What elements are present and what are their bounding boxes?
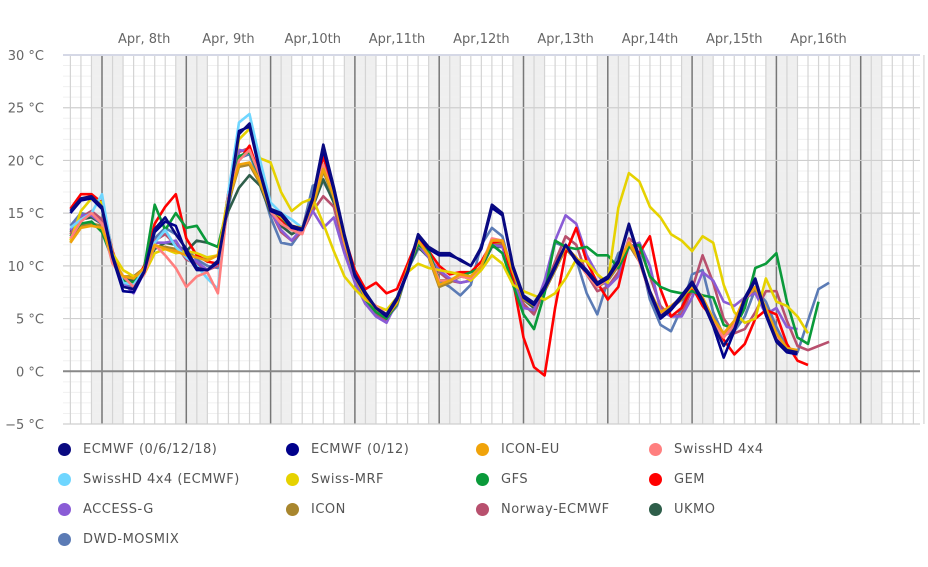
series-lines <box>69 112 830 377</box>
x-day-label: Apr,10th <box>284 32 341 47</box>
y-tick-label: 15 °C <box>8 207 44 222</box>
legend-label: Swiss-MRF <box>311 472 384 487</box>
y-tick-label: 20 °C <box>8 154 44 169</box>
legend-dot-icon <box>286 473 299 486</box>
x-day-label: Apr,13th <box>537 32 594 47</box>
night-band <box>512 55 545 424</box>
x-day-label: Apr,15th <box>706 32 763 47</box>
temperature-forecast-chart: 30 °C 25 °C 20 °C 15 °C 10 °C 5 °C 0 °C −5 °C A… <box>5 32 925 433</box>
x-day-label: Apr, 8th <box>118 32 170 47</box>
legend-item[interactable]: GFS <box>476 472 528 487</box>
legend-label: ECMWF (0/12) <box>311 442 410 457</box>
y-tick-label: 10 °C <box>8 260 44 275</box>
x-day-label: Apr,12th <box>453 32 510 47</box>
legend-dot-icon <box>58 503 71 516</box>
legend-dot-icon <box>649 473 662 486</box>
series-line-dwd-mosmix <box>69 152 830 354</box>
x-day-label: Apr, 9th <box>202 32 254 47</box>
legend-label: ICON <box>311 502 346 517</box>
legend-item[interactable]: ECMWF (0/6/12/18) <box>58 442 217 457</box>
legend-label: Norway-ECMWF <box>501 502 610 517</box>
legend-item[interactable]: SwissHD 4x4 <box>649 442 764 457</box>
y-tick-label: 30 °C <box>8 49 44 64</box>
legend-dot-icon <box>476 473 489 486</box>
legend-item[interactable]: ICON-EU <box>476 442 560 457</box>
series-line-ecmwf-0-6-12-18- <box>69 122 798 354</box>
night-band <box>765 55 798 424</box>
y-tick-label: 25 °C <box>8 102 44 117</box>
legend-item[interactable]: ACCESS-G <box>58 502 154 517</box>
series-line-swiss-mrf <box>69 127 810 334</box>
legend-dot-icon <box>649 443 662 456</box>
y-tick-label: 5 °C <box>16 313 44 328</box>
legend-dot-icon <box>58 533 71 546</box>
legend-item[interactable]: UKMO <box>649 502 716 517</box>
x-day-label: Apr,11th <box>369 32 426 47</box>
y-tick-label: 0 °C <box>16 365 44 380</box>
legend-label: GEM <box>674 472 706 487</box>
legend-dot-icon <box>286 503 299 516</box>
night-band <box>344 55 376 424</box>
legend-item[interactable]: DWD-MOSMIX <box>58 532 179 547</box>
legend-item[interactable]: ECMWF (0/12) <box>286 442 409 457</box>
legend-label: GFS <box>501 472 529 487</box>
night-band <box>850 55 882 424</box>
legend-dot-icon <box>649 503 662 516</box>
legend-dot-icon <box>476 503 489 516</box>
x-day-label: Apr,14th <box>622 32 679 47</box>
series-line-gem <box>69 144 809 377</box>
y-axis-ticks: 30 °C 25 °C 20 °C 15 °C 10 °C 5 °C 0 °C −5 °C <box>5 49 44 433</box>
y-tick-label: −5 °C <box>5 418 44 433</box>
legend-dot-icon <box>476 443 489 456</box>
night-shading <box>91 55 882 424</box>
x-day-label: Apr,16th <box>790 32 847 47</box>
night-band <box>428 55 461 424</box>
legend-item[interactable]: GEM <box>649 472 705 487</box>
legend-dot-icon <box>286 443 299 456</box>
legend-label: SwissHD 4x4 (ECMWF) <box>83 472 240 487</box>
grid-lines <box>63 54 925 425</box>
legend-item[interactable]: SwissHD 4x4 (ECMWF) <box>58 472 240 487</box>
legend-item[interactable]: ICON <box>286 502 346 517</box>
legend-item[interactable]: Swiss-MRF <box>286 472 384 487</box>
legend-dot-icon <box>58 473 71 486</box>
series-line-ecmwf-0-12- <box>69 125 798 359</box>
night-band <box>260 55 292 424</box>
legend-label: SwissHD 4x4 <box>674 442 764 457</box>
legend-dot-icon <box>58 443 71 456</box>
legend-label: ECMWF (0/6/12/18) <box>83 442 218 457</box>
legend-label: ICON-EU <box>501 442 560 457</box>
legend-label: ACCESS-G <box>83 502 154 517</box>
x-axis-day-labels: Apr, 8th Apr, 9th Apr,10th Apr,11th Apr,12th… <box>118 32 847 47</box>
legend-label: DWD-MOSMIX <box>83 532 180 547</box>
legend-item[interactable]: Norway-ECMWF <box>476 502 610 517</box>
legend-label: UKMO <box>674 502 716 517</box>
